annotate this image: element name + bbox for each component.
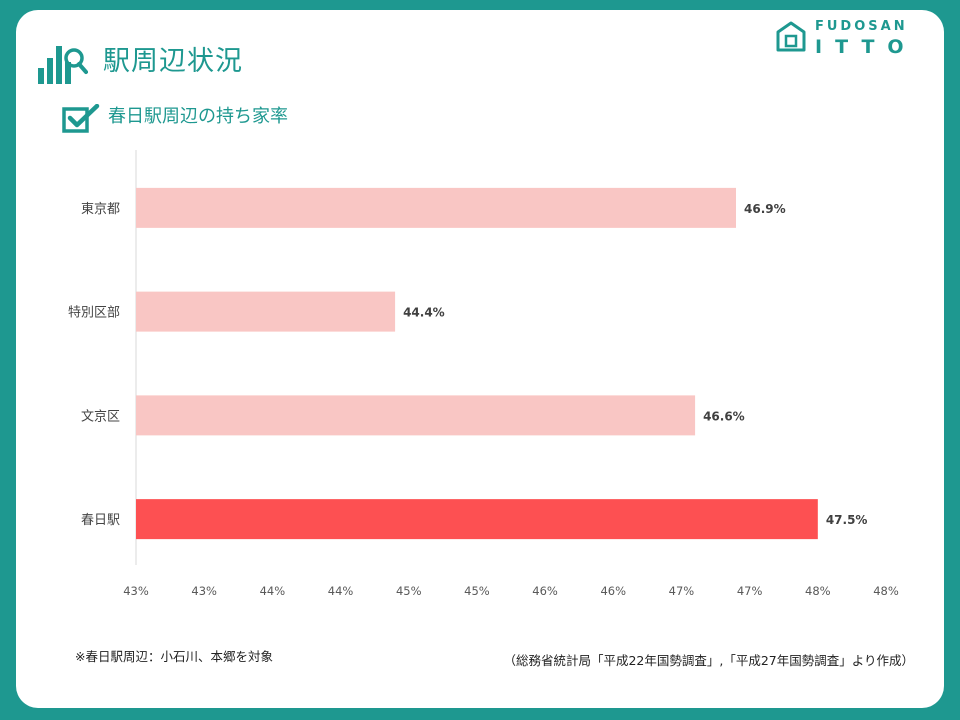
x-tick-label: 47% xyxy=(669,584,695,598)
x-tick-label: 48% xyxy=(873,584,899,598)
bar-2 xyxy=(136,395,696,436)
source-note: （総務省統計局「平成22年国勢調査」,「平成27年国勢調査」より作成） xyxy=(503,653,914,668)
data-label: 47.5% xyxy=(826,513,868,527)
chart-subtitle: 春日駅周辺の持ち家率 xyxy=(108,106,288,127)
data-label: 46.6% xyxy=(703,409,745,423)
slide-card xyxy=(16,10,944,708)
logo-bottom-text: ITTO xyxy=(815,36,917,58)
category-label: 春日駅 xyxy=(81,513,120,528)
x-tick-label: 47% xyxy=(737,584,763,598)
x-tick-label: 45% xyxy=(396,584,422,598)
data-label: 44.4% xyxy=(403,306,445,320)
checkbox-icon xyxy=(62,104,100,133)
data-label: 46.9% xyxy=(744,202,786,216)
bar-0 xyxy=(136,187,736,228)
x-tick-label: 45% xyxy=(464,584,490,598)
category-label: 東京都 xyxy=(81,201,120,217)
x-tick-label: 44% xyxy=(328,584,354,598)
x-tick-label: 46% xyxy=(532,584,558,598)
category-label: 文京区 xyxy=(81,409,120,424)
footnote: ※春日駅周辺：小石川、本郷を対象 xyxy=(75,649,273,664)
x-tick-label: 43% xyxy=(123,584,149,598)
x-tick-label: 43% xyxy=(191,584,217,598)
x-tick-label: 46% xyxy=(600,584,626,598)
brand-logo: FUDOSAN ITTO xyxy=(772,18,932,58)
house-logo-icon xyxy=(776,21,806,52)
page-title: 駅周辺状況 xyxy=(103,46,243,77)
bar-3 xyxy=(136,499,818,540)
bar-chart-search-icon xyxy=(38,46,88,84)
category-label: 特別区部 xyxy=(68,306,120,321)
bar-1 xyxy=(136,291,396,332)
logo-top-text: FUDOSAN xyxy=(815,19,908,34)
x-tick-label: 48% xyxy=(805,584,831,598)
x-tick-label: 44% xyxy=(260,584,286,598)
